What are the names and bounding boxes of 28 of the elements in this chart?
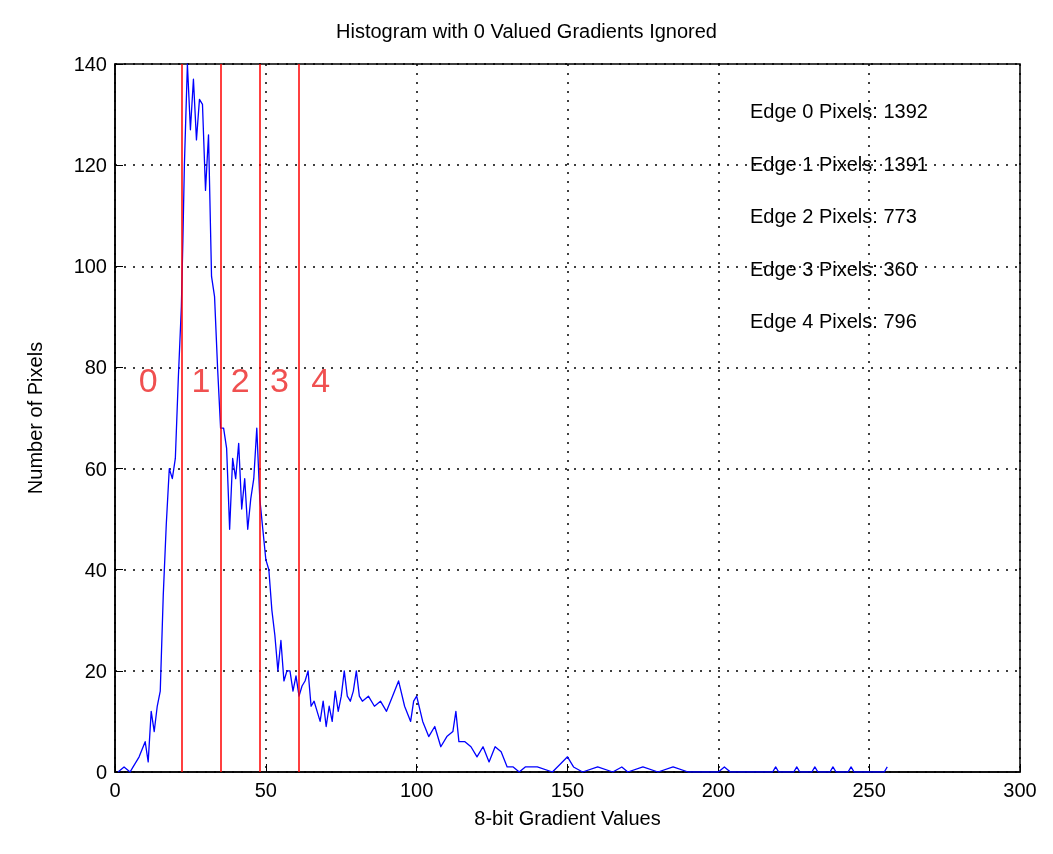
y-tick-label: 60: [84, 457, 107, 480]
y-tick-label: 120: [73, 154, 107, 177]
x-tick-label: 250: [852, 779, 886, 801]
annotation: Edge 4 Pixels: 796: [750, 310, 917, 332]
x-tick-label: 150: [550, 779, 585, 801]
x-tick-label: 300: [1003, 779, 1037, 801]
y-tick-label: 40: [84, 558, 107, 581]
x-tick-label: 200: [701, 779, 736, 801]
y-tick-label: 140: [73, 53, 107, 75]
annotation: Edge 1 Pixels: 1391: [750, 152, 928, 175]
annotation: Edge 0 Pixels: 1392: [750, 100, 928, 122]
annotation: 4: [311, 361, 331, 399]
annotation: 2: [230, 361, 250, 399]
y-tick-label: 80: [84, 356, 107, 379]
annotation: Edge 3 Pixels: 360: [750, 257, 917, 280]
x-tick-label: 50: [254, 779, 277, 801]
annotation: 0: [138, 361, 158, 399]
x-axis-title: 8-bit Gradient Values: [474, 807, 661, 829]
y-axis-title: Number of Pixels: [24, 341, 46, 495]
y-tick-label: 20: [84, 659, 107, 682]
x-tick-label: 0: [109, 779, 121, 801]
y-tick-label: 0: [95, 761, 107, 783]
annotation: Edge 2 Pixels: 773: [750, 205, 917, 227]
y-tick-label: 100: [73, 255, 107, 278]
chart-title: Histogram with 0 Valued Gradients Ignored: [336, 20, 717, 42]
annotation: 1: [191, 361, 211, 399]
annotation: 3: [269, 361, 289, 399]
x-tick-label: 100: [399, 779, 434, 801]
